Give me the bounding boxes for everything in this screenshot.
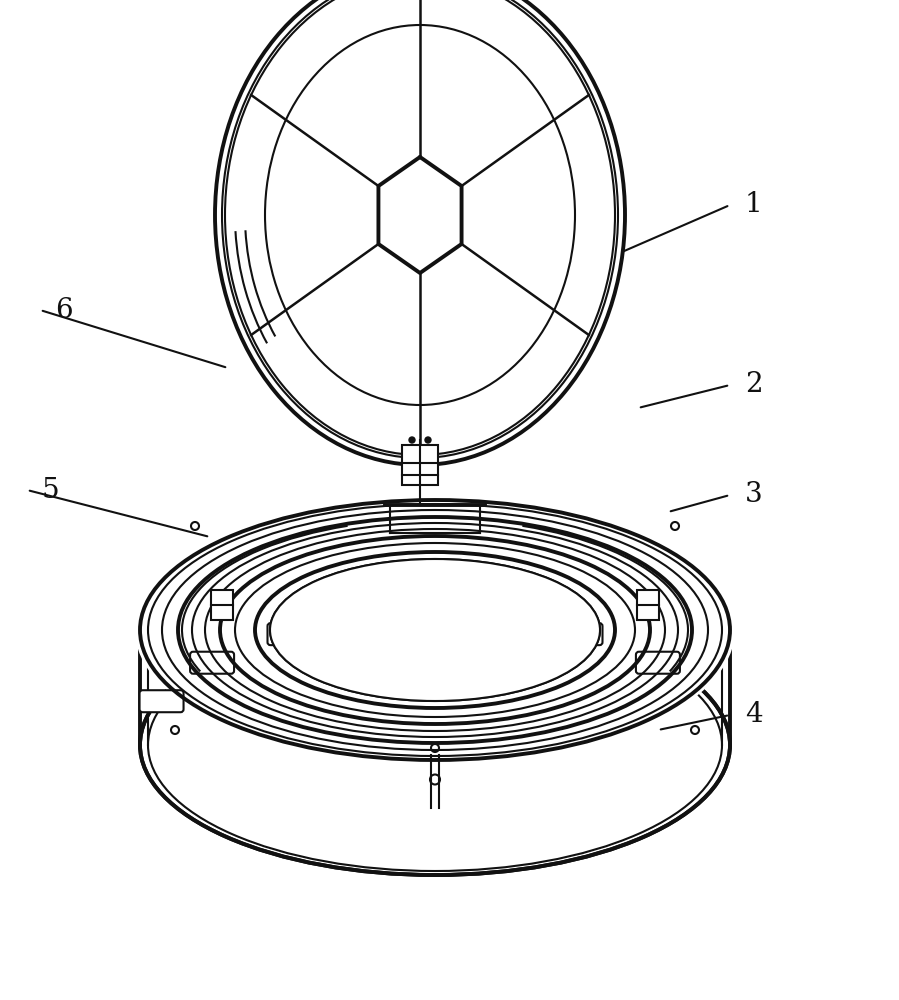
Circle shape <box>409 437 415 443</box>
FancyBboxPatch shape <box>558 623 602 645</box>
Bar <box>636 590 658 620</box>
FancyBboxPatch shape <box>268 623 311 645</box>
Text: 3: 3 <box>745 482 762 508</box>
Bar <box>402 445 438 485</box>
Ellipse shape <box>135 495 735 765</box>
FancyBboxPatch shape <box>464 608 508 630</box>
Bar <box>211 590 234 620</box>
FancyBboxPatch shape <box>636 652 680 674</box>
Text: 2: 2 <box>745 371 762 398</box>
Text: 5: 5 <box>42 477 59 504</box>
Ellipse shape <box>215 0 625 465</box>
FancyBboxPatch shape <box>190 652 234 674</box>
Circle shape <box>425 437 431 443</box>
Ellipse shape <box>270 559 600 701</box>
Text: 1: 1 <box>745 192 762 219</box>
Text: 4: 4 <box>745 702 762 728</box>
Ellipse shape <box>140 615 730 875</box>
Text: 6: 6 <box>55 296 73 324</box>
FancyBboxPatch shape <box>139 690 183 712</box>
FancyBboxPatch shape <box>362 608 406 630</box>
